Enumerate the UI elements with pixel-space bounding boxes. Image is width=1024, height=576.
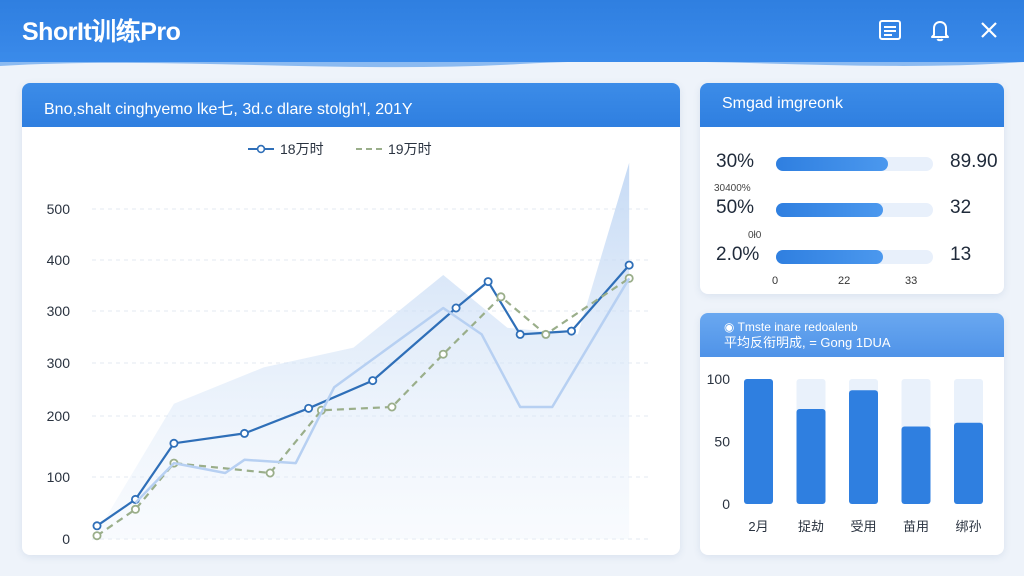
series-line-3 bbox=[134, 277, 631, 504]
column-y-tick: 100 bbox=[707, 371, 731, 387]
hbar-fill bbox=[776, 250, 884, 264]
data-point bbox=[92, 521, 102, 531]
column-y-tick: 50 bbox=[714, 434, 730, 450]
legend-item[interactable]: 19万时 bbox=[356, 141, 432, 157]
main-chart-card: Bno,shalt cinghyemo lke七, 3d.c dlare sto… bbox=[22, 83, 680, 555]
data-point bbox=[483, 277, 493, 287]
data-point bbox=[239, 428, 249, 438]
hbar-value: 13 bbox=[950, 244, 972, 265]
y-tick-label: 300 bbox=[47, 355, 71, 371]
hbar-label: 50% bbox=[716, 197, 755, 218]
hbar-label: 30% bbox=[716, 151, 755, 172]
hbar-row: 30% 89.90 bbox=[700, 147, 1004, 177]
column-bar bbox=[849, 390, 878, 504]
column-chart-card: ◉ Tmste inare redoalenb 平均反衔明成, = Gong 1… bbox=[700, 313, 1004, 555]
column-chart-subtitle: 平均反衔明成, = Gong 1DUA bbox=[724, 335, 891, 350]
horizontal-bar-title: Smgad imgreonk bbox=[700, 83, 1004, 127]
y-tick-label: 300 bbox=[47, 303, 71, 319]
column-bar bbox=[744, 379, 773, 504]
data-point bbox=[169, 438, 179, 448]
series-line-2 bbox=[96, 277, 630, 537]
legend-item[interactable]: 18万时 bbox=[248, 141, 324, 157]
column-category-label: 绑孙 bbox=[955, 519, 981, 534]
y-tick-label: 200 bbox=[47, 408, 71, 424]
column-bar bbox=[901, 426, 931, 504]
column-bar bbox=[796, 409, 826, 504]
data-point bbox=[130, 504, 140, 514]
data-point bbox=[496, 292, 506, 302]
hbar-axis-tick: 33 bbox=[905, 275, 918, 287]
hbar-axis-tick: 0 bbox=[772, 275, 779, 287]
close-icon[interactable] bbox=[975, 16, 1003, 44]
hbar-track bbox=[776, 250, 933, 264]
hbar-fill bbox=[776, 203, 884, 217]
column-chart-title: ◉ Tmste inare redoalenb bbox=[724, 320, 858, 334]
column-bar bbox=[954, 422, 983, 504]
list-icon[interactable] bbox=[876, 16, 904, 44]
data-point bbox=[451, 303, 461, 313]
data-point bbox=[368, 376, 378, 386]
column-category-label: 2月 bbox=[748, 519, 768, 534]
header-wave-decoration bbox=[0, 52, 1024, 68]
series-area-band bbox=[97, 162, 630, 540]
app-header bbox=[0, 0, 1024, 62]
column-category-label: 受用 bbox=[850, 519, 876, 534]
app-title: ShorIt训练Pro bbox=[22, 18, 181, 46]
y-tick-label: 500 bbox=[47, 201, 71, 217]
column-chart: 0 50 100 2月 捉劫 受用 苗用 绑孙 bbox=[707, 371, 983, 534]
hbar-sublabel: 0ł0 bbox=[748, 230, 762, 241]
data-point bbox=[387, 402, 397, 412]
data-point bbox=[566, 326, 576, 336]
y-tick-label: 0 bbox=[62, 531, 70, 547]
bell-icon[interactable] bbox=[926, 16, 954, 44]
y-tick-label: 400 bbox=[47, 252, 71, 268]
hbar-fill bbox=[776, 157, 888, 171]
hbar-row: 30400% 50% 32 bbox=[700, 183, 1004, 223]
data-point bbox=[515, 329, 525, 339]
main-chart-title: Bno,shalt cinghyemo lke七, 3d.c dlare sto… bbox=[22, 83, 680, 127]
data-point bbox=[304, 403, 314, 413]
hbar-track bbox=[776, 157, 933, 171]
legend-label: 19万时 bbox=[388, 141, 432, 157]
column-category-label: 苗用 bbox=[903, 519, 929, 534]
data-point bbox=[541, 329, 551, 339]
line-chart: 01002003003004005000. 1-1l.3ł2.732.713.7… bbox=[47, 141, 652, 547]
data-point bbox=[265, 468, 275, 478]
column-chart-header: ◉ Tmste inare redoalenb 平均反衔明成, = Gong 1… bbox=[700, 313, 1004, 357]
legend-label: 18万时 bbox=[280, 141, 324, 157]
column-y-tick: 0 bbox=[722, 496, 730, 512]
horizontal-bar-card: Smgad imgreonk 30% 89.90 30400% 50% 32 0ł0 2.0… bbox=[700, 83, 1004, 294]
horizontal-bar-chart: 30% 89.90 30400% 50% 32 0ł0 2.0% 13 0 22 33 bbox=[700, 127, 1004, 294]
column-category-label: 捉劫 bbox=[798, 519, 824, 534]
data-point bbox=[438, 349, 448, 359]
y-tick-label: 100 bbox=[47, 469, 71, 485]
hbar-value: 32 bbox=[950, 197, 972, 218]
hbar-sublabel: 30400% bbox=[714, 183, 751, 194]
hbar-axis-tick: 22 bbox=[838, 275, 851, 287]
hbar-track bbox=[776, 203, 933, 217]
data-point bbox=[624, 260, 634, 270]
hbar-row: 0ł0 2.0% 13 bbox=[700, 230, 1004, 270]
info-icon: ◉ bbox=[724, 320, 738, 334]
hbar-value: 89.90 bbox=[950, 151, 998, 172]
data-point bbox=[92, 531, 102, 541]
hbar-label: 2.0% bbox=[716, 244, 760, 265]
